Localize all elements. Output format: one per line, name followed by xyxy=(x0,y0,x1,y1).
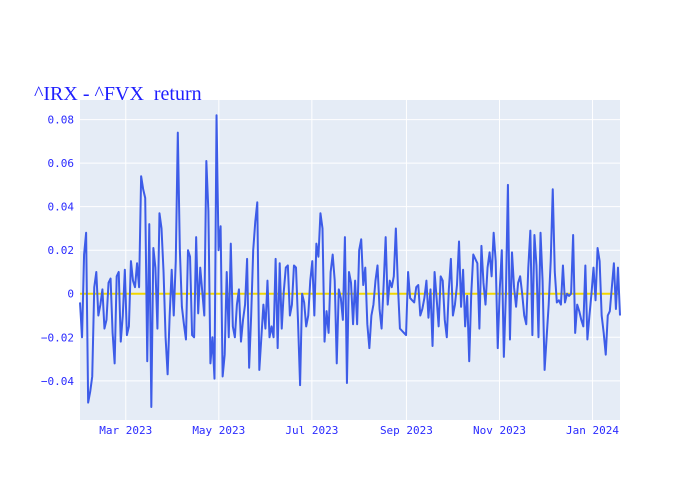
y-tick-label: 0.02 xyxy=(48,244,75,257)
x-tick-label: Mar 2023 xyxy=(99,424,152,437)
y-tick-label: −0.04 xyxy=(41,375,74,388)
y-tick-label: 0.04 xyxy=(48,201,75,214)
x-tick-label: Sep 2023 xyxy=(380,424,433,437)
y-tick-label: 0.06 xyxy=(48,157,75,170)
x-tick-label: Nov 2023 xyxy=(473,424,526,437)
series-layer xyxy=(79,114,621,408)
series-line xyxy=(79,114,621,408)
x-axis: Mar 2023 May 2023 Jul 2023 Sep 2023 Nov 2023… xyxy=(99,424,619,437)
x-tick-label: May 2023 xyxy=(192,424,245,437)
x-tick-label: Jul 2023 xyxy=(285,424,338,437)
y-tick-label: 0 xyxy=(67,288,74,301)
x-tick-label: Jan 2024 xyxy=(566,424,619,437)
y-tick-label: −0.02 xyxy=(41,331,74,344)
gridlines xyxy=(80,100,620,420)
y-axis: 0.08 0.06 0.04 0.02 0 −0.02 −0.04 xyxy=(41,114,74,388)
y-tick-label: 0.08 xyxy=(48,114,75,127)
chart-title: ^IRX - ^FVX_return xyxy=(34,83,202,105)
